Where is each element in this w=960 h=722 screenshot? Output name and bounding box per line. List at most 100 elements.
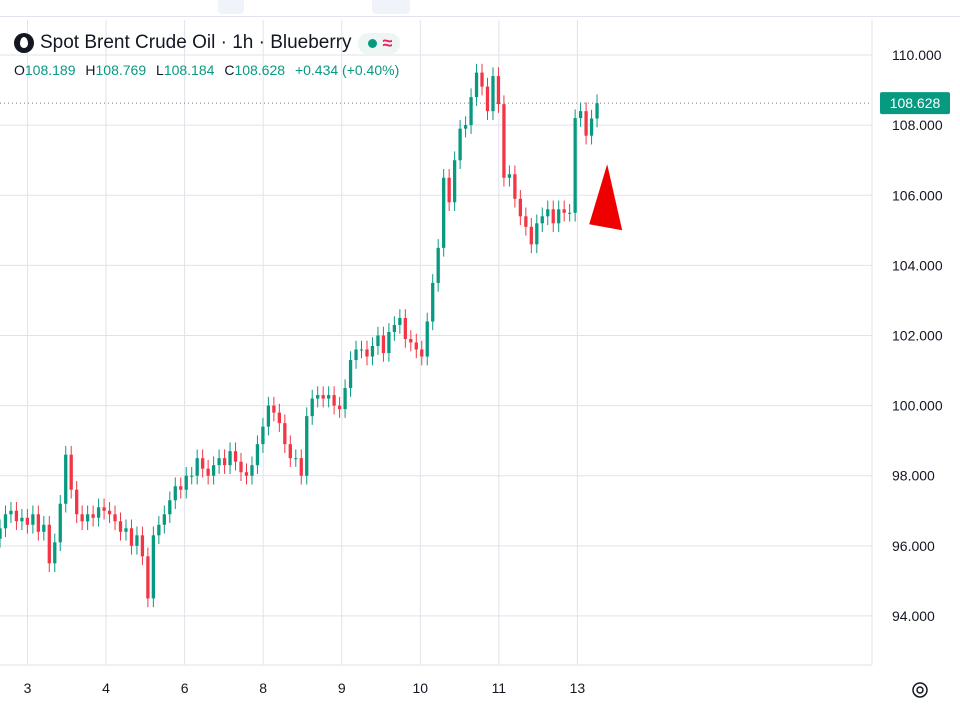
status-pill[interactable]: ≈	[358, 33, 401, 54]
candle	[64, 446, 67, 513]
candle	[409, 330, 412, 351]
candle-body	[168, 500, 171, 514]
candle	[59, 495, 62, 551]
candle	[486, 78, 489, 120]
candle-body	[146, 556, 149, 598]
candle-body	[371, 346, 374, 357]
candle-body	[530, 227, 533, 245]
candle	[81, 506, 84, 531]
candle-body	[53, 542, 56, 563]
candle	[552, 201, 555, 233]
candle-body	[102, 507, 105, 511]
candle	[480, 64, 483, 96]
x-tick-label: 9	[338, 680, 346, 696]
high-value: 108.769	[96, 62, 147, 78]
candle-body	[332, 395, 335, 406]
open-value: 108.189	[25, 62, 76, 78]
candle-body	[354, 350, 357, 361]
candle	[245, 463, 248, 484]
candle	[234, 442, 237, 470]
candle-body	[409, 339, 412, 343]
low-value: 108.184	[164, 62, 215, 78]
candle-body	[185, 476, 188, 490]
candle	[579, 102, 582, 127]
candle	[530, 218, 533, 253]
candle	[584, 102, 587, 144]
candle	[305, 407, 308, 484]
candle	[338, 397, 341, 418]
candle-body	[305, 416, 308, 476]
candle	[563, 201, 566, 222]
candle-body	[426, 321, 429, 356]
candle-body	[491, 76, 494, 111]
candle-body	[152, 535, 155, 598]
candle-body	[135, 535, 138, 546]
candle	[415, 334, 418, 359]
candle	[332, 386, 335, 414]
settings-icon[interactable]	[910, 680, 930, 700]
candle-body	[584, 111, 587, 136]
candle-body	[464, 125, 467, 129]
candle	[26, 509, 29, 534]
x-tick-label: 13	[570, 680, 586, 696]
candle	[294, 449, 297, 467]
x-tick-label: 11	[492, 680, 507, 696]
candle	[393, 316, 396, 341]
candle-body	[9, 511, 12, 515]
candle-body	[431, 283, 434, 322]
candle	[207, 460, 210, 485]
candle	[163, 506, 166, 534]
candle	[343, 379, 346, 418]
candle	[9, 502, 12, 523]
candle	[398, 309, 401, 334]
candle	[152, 527, 155, 608]
candle-body	[75, 490, 78, 515]
y-tick-label: 108.000	[892, 117, 943, 133]
candle-body	[174, 486, 177, 500]
last-price-label: 108.628	[890, 95, 941, 111]
candle-body	[343, 388, 346, 409]
triangle-annotation	[589, 164, 622, 230]
close-label: C	[224, 62, 234, 78]
candle	[590, 110, 593, 145]
candle-body	[81, 514, 84, 521]
candle	[365, 341, 368, 366]
candle	[595, 94, 598, 127]
candle-body	[289, 444, 292, 458]
candle	[48, 516, 51, 572]
candle-body	[475, 73, 478, 98]
candle-body	[437, 248, 440, 283]
y-tick-label: 110.000	[892, 47, 942, 63]
candle-body	[217, 458, 220, 465]
candle-body	[393, 325, 396, 332]
candle	[502, 95, 505, 186]
candle-body	[552, 209, 555, 223]
low-label: L	[156, 62, 164, 78]
x-tick-label: 6	[181, 680, 189, 696]
candle-body	[300, 458, 303, 476]
candle-body	[453, 160, 456, 202]
candle	[278, 404, 281, 432]
candle	[453, 151, 456, 211]
candle-body	[207, 469, 210, 476]
candle-body	[327, 395, 330, 399]
candle	[70, 446, 73, 499]
candle-body	[278, 413, 281, 424]
candle	[141, 527, 144, 566]
candle	[119, 513, 122, 541]
candle-body	[546, 209, 549, 216]
candle	[464, 116, 467, 137]
candle-body	[124, 528, 127, 532]
candle-body	[86, 514, 89, 521]
candle	[256, 435, 259, 474]
candle-body	[398, 318, 401, 325]
candle-body	[15, 511, 18, 522]
candle	[371, 337, 374, 365]
y-tick-label: 96.000	[892, 538, 935, 554]
candle-body	[196, 458, 199, 476]
candle-body	[360, 350, 363, 351]
candle	[15, 502, 18, 530]
candle-body	[442, 178, 445, 248]
